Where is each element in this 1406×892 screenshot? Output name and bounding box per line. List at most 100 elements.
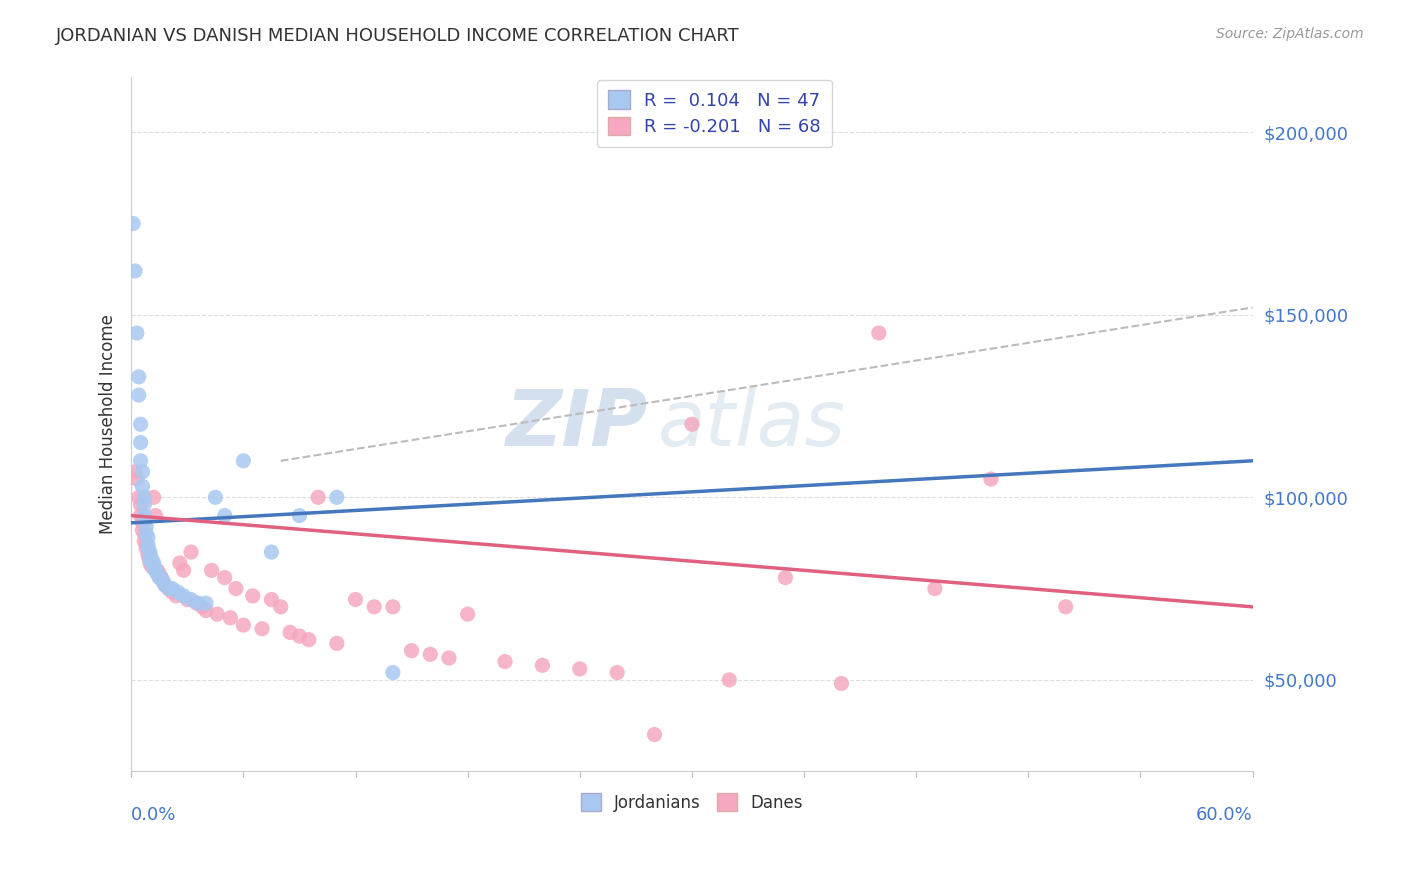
Point — [152, 574, 174, 589]
Point — [225, 582, 247, 596]
Point — [169, 556, 191, 570]
Point — [131, 465, 153, 479]
Point — [150, 571, 173, 585]
Point — [136, 541, 159, 556]
Point — [129, 417, 152, 432]
Point — [153, 578, 176, 592]
Point — [191, 599, 214, 614]
Point — [142, 556, 165, 570]
Point — [152, 574, 174, 589]
Point — [129, 498, 152, 512]
Point — [145, 508, 167, 523]
Point — [124, 264, 146, 278]
Point — [260, 592, 283, 607]
Y-axis label: Median Household Income: Median Household Income — [100, 314, 117, 534]
Point — [142, 559, 165, 574]
Point — [157, 582, 180, 596]
Point — [141, 552, 163, 566]
Point — [195, 596, 218, 610]
Point — [180, 592, 202, 607]
Point — [128, 491, 150, 505]
Point — [141, 559, 163, 574]
Point — [173, 563, 195, 577]
Point — [924, 582, 946, 596]
Point — [531, 658, 554, 673]
Point — [232, 454, 254, 468]
Point — [136, 531, 159, 545]
Point — [363, 599, 385, 614]
Point — [180, 545, 202, 559]
Point — [141, 556, 163, 570]
Point — [204, 491, 226, 505]
Point — [135, 519, 157, 533]
Point — [176, 592, 198, 607]
Point — [167, 585, 190, 599]
Point — [307, 491, 329, 505]
Point — [134, 498, 156, 512]
Point — [125, 472, 148, 486]
Point — [146, 563, 169, 577]
Point — [326, 636, 349, 650]
Point — [136, 549, 159, 563]
Point — [139, 545, 162, 559]
Point — [139, 549, 162, 563]
Point — [718, 673, 741, 687]
Point — [165, 589, 187, 603]
Point — [288, 629, 311, 643]
Point — [128, 369, 150, 384]
Point — [124, 465, 146, 479]
Point — [135, 512, 157, 526]
Point — [173, 589, 195, 603]
Point — [606, 665, 628, 680]
Point — [135, 538, 157, 552]
Point — [187, 596, 209, 610]
Point — [644, 728, 666, 742]
Point — [288, 508, 311, 523]
Point — [326, 491, 349, 505]
Point — [146, 566, 169, 581]
Point — [298, 632, 321, 647]
Point — [242, 589, 264, 603]
Point — [419, 648, 441, 662]
Point — [437, 651, 460, 665]
Point — [135, 541, 157, 556]
Point — [830, 676, 852, 690]
Point — [122, 217, 145, 231]
Point — [135, 526, 157, 541]
Legend: Jordanians, Danes: Jordanians, Danes — [574, 787, 810, 818]
Point — [153, 578, 176, 592]
Text: ZIP: ZIP — [505, 386, 647, 462]
Point — [201, 563, 224, 577]
Point — [139, 556, 162, 570]
Point — [381, 599, 404, 614]
Point — [157, 582, 180, 596]
Point — [129, 454, 152, 468]
Point — [129, 508, 152, 523]
Point — [136, 538, 159, 552]
Point — [260, 545, 283, 559]
Point — [128, 388, 150, 402]
Point — [250, 622, 273, 636]
Point — [568, 662, 591, 676]
Point — [134, 534, 156, 549]
Text: JORDANIAN VS DANISH MEDIAN HOUSEHOLD INCOME CORRELATION CHART: JORDANIAN VS DANISH MEDIAN HOUSEHOLD INC… — [56, 27, 740, 45]
Point — [145, 563, 167, 577]
Point — [775, 571, 797, 585]
Point — [457, 607, 479, 622]
Text: 60.0%: 60.0% — [1197, 805, 1253, 824]
Point — [125, 326, 148, 340]
Point — [148, 571, 170, 585]
Point — [868, 326, 890, 340]
Point — [162, 582, 184, 596]
Point — [148, 566, 170, 581]
Point — [136, 545, 159, 559]
Point — [1054, 599, 1077, 614]
Point — [278, 625, 301, 640]
Point — [150, 571, 173, 585]
Point — [270, 599, 292, 614]
Point — [381, 665, 404, 680]
Point — [142, 491, 165, 505]
Point — [131, 516, 153, 530]
Point — [232, 618, 254, 632]
Point — [162, 585, 184, 599]
